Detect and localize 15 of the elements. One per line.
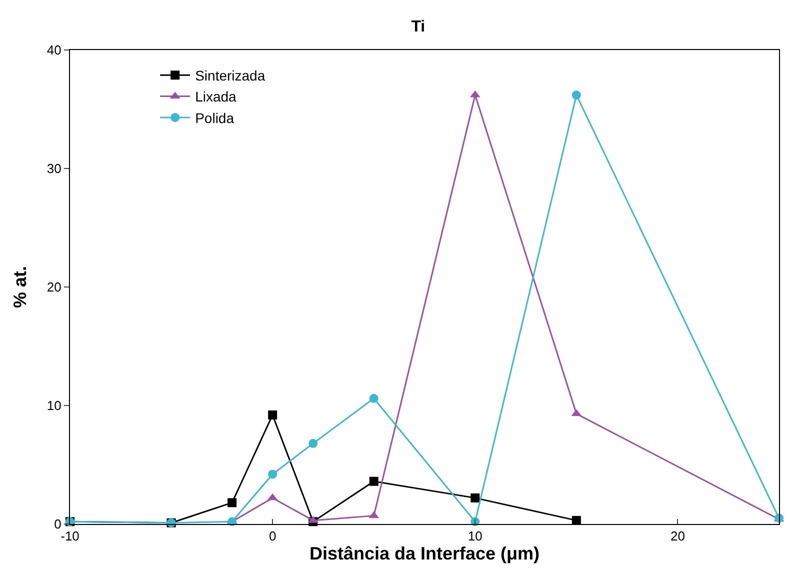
y-tick-label: 10 [46, 398, 62, 414]
legend-label: Sinterizada [195, 68, 266, 84]
x-tick-label: 0 [268, 528, 276, 544]
chart-title: Ti [411, 18, 426, 36]
y-tick-label: 20 [46, 280, 62, 295]
x-tick-label: -10 [60, 528, 80, 544]
y-tick-label: 0 [54, 516, 62, 532]
x-tick-label: 10 [468, 528, 482, 544]
legend-label: Polida [195, 110, 234, 126]
x-axis-title: Distância da Interface (μm) [309, 544, 540, 564]
y-tick-label: 40 [46, 42, 62, 58]
y-tick-label: 30 [46, 161, 62, 176]
legend-label: Lixada [195, 88, 237, 105]
y-axis-title: % at. [10, 266, 30, 308]
x-tick-label: 20 [670, 528, 685, 544]
